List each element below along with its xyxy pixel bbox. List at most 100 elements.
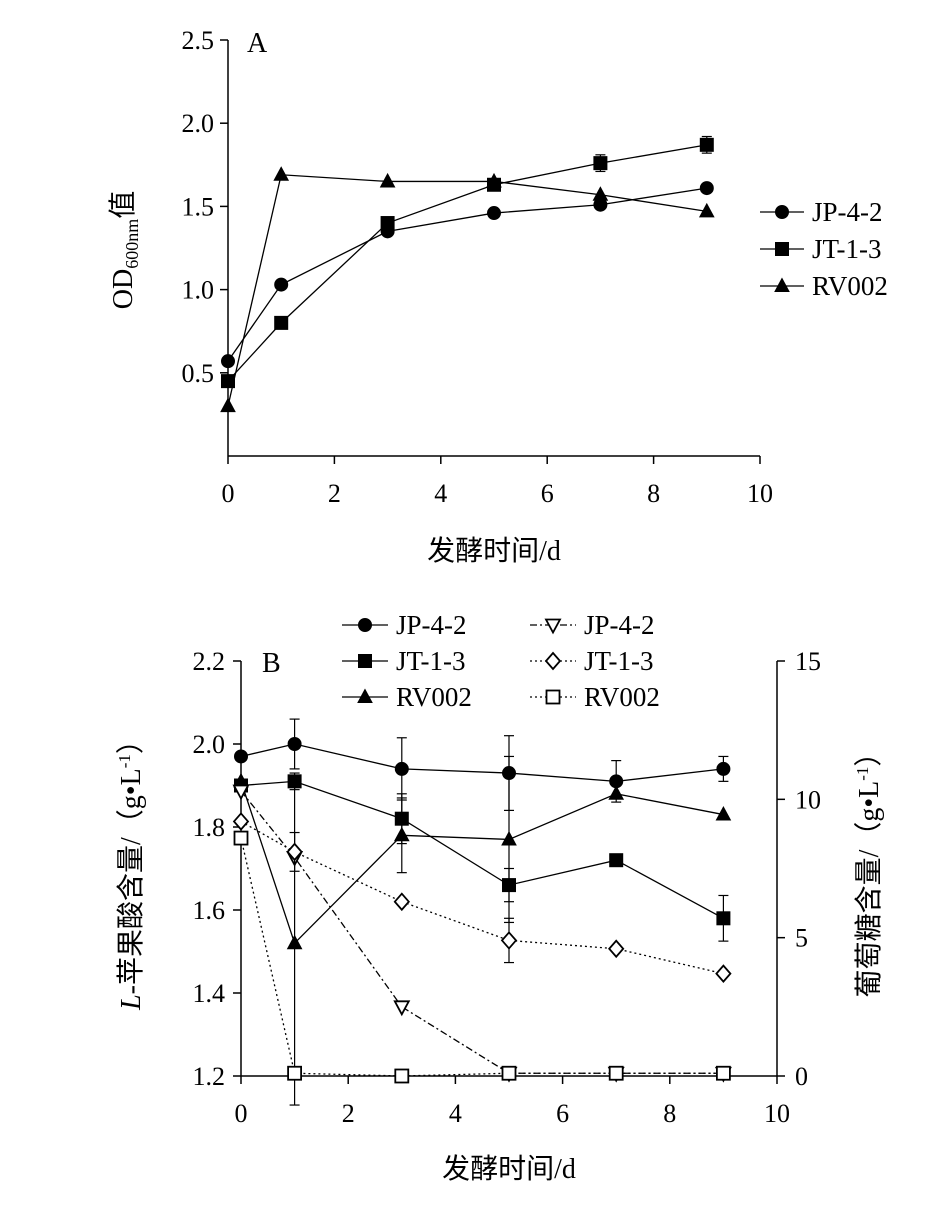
panel-b-legend-label-right-rv002: RV002 [584, 682, 660, 712]
panel-b-legend: JP-4-2 JT-1-3 RV002 JP-4-2 JT-1-3 RV002 [342, 610, 660, 712]
panel-a-line-jp-4-2 [227, 187, 707, 362]
panel-b-line-right-jt-1-3 [240, 820, 724, 975]
panel-b-point-left-rv002 [393, 826, 410, 842]
panel-b-point-left-rv002 [715, 805, 732, 821]
panel-b-right-y-axis-title: 葡萄糖含量/（g•L-1） [853, 739, 885, 998]
panel-a-point-jt-1-3 [274, 315, 289, 330]
panel-a-point-jt-1-3 [593, 156, 608, 171]
panel-a-line-rv002 [227, 174, 707, 407]
panel-b-point-right-jt-1-3 [286, 842, 303, 862]
panel-a-y-tick-label: 2.0 [182, 109, 215, 138]
panel-a-x-axis-title: 发酵时间/d [427, 535, 561, 567]
panel-b-label: B [262, 648, 281, 679]
panel-a-point-rv002 [592, 186, 609, 201]
panel-b-legend-marker-right-rv002 [545, 689, 561, 705]
panel-b-legend-marker-left-rv002 [357, 688, 373, 703]
panel-a-point-jp-4-2 [487, 206, 501, 221]
panel-a-point-rv002 [698, 202, 715, 218]
panel-b-point-left-jt-1-3 [609, 853, 624, 868]
panel-b-right-y-tick-label: 10 [795, 785, 821, 814]
panel-b-left-y-tick-label: 1.8 [193, 813, 226, 842]
panel-a-x-tick-label: 0 [222, 479, 235, 508]
panel-a-legend-marker-jp-4-2 [775, 205, 789, 219]
panel-b-x-tick-label: 8 [663, 1099, 676, 1128]
panel-b-point-left-rv002 [501, 830, 517, 846]
panel-a-point-rv002 [379, 172, 396, 188]
panel-a-point-jp-4-2 [699, 181, 714, 196]
panel-b-right-y-tick-label: 0 [795, 1062, 808, 1091]
panel-a-legend-label-jp-4-2: JP-4-2 [812, 197, 883, 227]
panel-a-y-tick-label: 0.5 [182, 359, 215, 388]
panel-b-legend-label-left-jp-4-2: JP-4-2 [396, 610, 467, 640]
panel-a-point-rv002 [220, 397, 236, 413]
panel-a-point-jt-1-3 [221, 374, 235, 389]
panel-b-point-right-rv002 [394, 1068, 410, 1084]
panel-b-point-right-jt-1-3 [393, 892, 410, 912]
panel-b-point-right-rv002 [716, 1065, 731, 1081]
panel-a-legend-marker-jt-1-3 [775, 242, 789, 256]
panel-b-tick-labels: 1.2 1.4 1.6 1.8 2.0 2.2 0 5 10 15 0 2 4 6 8 10 [193, 647, 822, 1128]
panel-a-tick-labels: 0.5 1.0 1.5 2.0 2.5 0 2 4 6 8 10 [182, 26, 774, 508]
panel-a-chart: A 0.5 1.0 1.5 2.0 2.5 0 2 4 6 8 10 发酵时间/d OD600nm值… [107, 26, 888, 567]
panel-a-line-jt-1-3 [227, 144, 707, 382]
panel-a-point-jp-4-2 [221, 354, 235, 369]
panel-b-legend-marker-right-jp-4-2 [544, 618, 562, 635]
panel-a-point-rv002 [486, 172, 502, 188]
panel-b-point-right-jt-1-3 [715, 964, 732, 984]
panel-b-point-right-rv002 [501, 1065, 517, 1081]
panel-b-legend-label-right-jp-4-2: JP-4-2 [584, 610, 655, 640]
panel-b-left-y-tick-label: 1.2 [193, 1062, 226, 1091]
panel-b-line-left-rv002 [240, 781, 724, 945]
panel-b-x-tick-label: 10 [764, 1099, 790, 1128]
panel-b-legend-label-left-rv002: RV002 [396, 682, 472, 712]
panel-b-x-axis-title: 发酵时间/d [442, 1153, 576, 1185]
panel-b-line-right-rv002 [240, 837, 724, 1077]
panel-b-x-tick-label: 4 [449, 1099, 462, 1128]
panel-a-point-jt-1-3 [699, 137, 714, 152]
panel-b-point-right-rv002 [287, 1065, 303, 1081]
panel-a-series [220, 135, 715, 413]
panel-a-y-axis-title: OD600nm值 [107, 191, 142, 309]
panel-a-label: A [247, 28, 268, 59]
panel-b-line-left-jt-1-3 [240, 780, 724, 919]
panel-b-point-right-jt-1-3 [500, 931, 518, 950]
panel-a-point-jt-1-3 [380, 216, 395, 231]
panel-b-left-y-axis-title: L-苹果酸含量/（g•L-1） [115, 726, 147, 1011]
panel-a-axes [220, 39, 761, 464]
panel-a-x-tick-label: 8 [647, 479, 660, 508]
panel-b-point-left-rv002 [608, 785, 625, 800]
panel-a-legend: JP-4-2 JT-1-3 RV002 [760, 197, 888, 301]
panel-b-legend-label-right-jt-1-3: JT-1-3 [584, 646, 654, 676]
panel-a-x-tick-label: 4 [434, 479, 447, 508]
panel-a-y-tick-label: 1.0 [182, 276, 215, 305]
panel-a-x-tick-label: 6 [541, 479, 554, 508]
panel-b-legend-marker-left-jt-1-3 [358, 654, 372, 668]
panel-b-point-left-rv002 [286, 934, 303, 950]
panel-a-legend-marker-rv002 [774, 277, 790, 292]
panel-b-point-right-jt-1-3 [608, 939, 625, 959]
panel-a-x-tick-label: 2 [328, 479, 341, 508]
panel-b-x-tick-label: 6 [556, 1099, 569, 1128]
panel-b-left-y-tick-label: 1.6 [193, 896, 226, 925]
panel-b-right-y-tick-label: 5 [795, 924, 808, 953]
panel-b-legend-marker-right-jt-1-3 [544, 651, 562, 671]
panel-b-line-right-jp-4-2 [240, 790, 724, 1074]
panel-a-x-tick-label: 10 [747, 479, 773, 508]
panel-b-point-left-jp-4-2 [234, 749, 248, 764]
panel-b-legend-label-left-jt-1-3: JT-1-3 [396, 646, 466, 676]
panel-b-point-right-jt-1-3 [232, 812, 250, 831]
panel-b-point-right-rv002 [608, 1065, 624, 1081]
panel-b-point-right-rv002 [233, 830, 249, 846]
panel-b-left-y-tick-label: 2.2 [193, 647, 226, 676]
panel-a-point-jp-4-2 [274, 277, 289, 292]
panel-b-right-y-tick-label: 15 [795, 647, 821, 676]
panel-b-point-left-jp-4-2 [394, 761, 409, 776]
panel-b-point-left-jp-4-2 [716, 761, 731, 776]
panel-b-x-tick-label: 2 [342, 1099, 355, 1128]
panel-a-legend-label-jt-1-3: JT-1-3 [812, 234, 882, 264]
panel-b-chart: B 1.2 1.4 1.6 1.8 2.0 2.2 0 5 10 15 0 2 4 6 8 10 发酵时间/d… [115, 610, 885, 1185]
panel-a-legend-label-rv002: RV002 [812, 271, 888, 301]
panel-b-left-y-tick-label: 1.4 [193, 979, 226, 1008]
panel-b-line-left-jp-4-2 [240, 743, 724, 783]
